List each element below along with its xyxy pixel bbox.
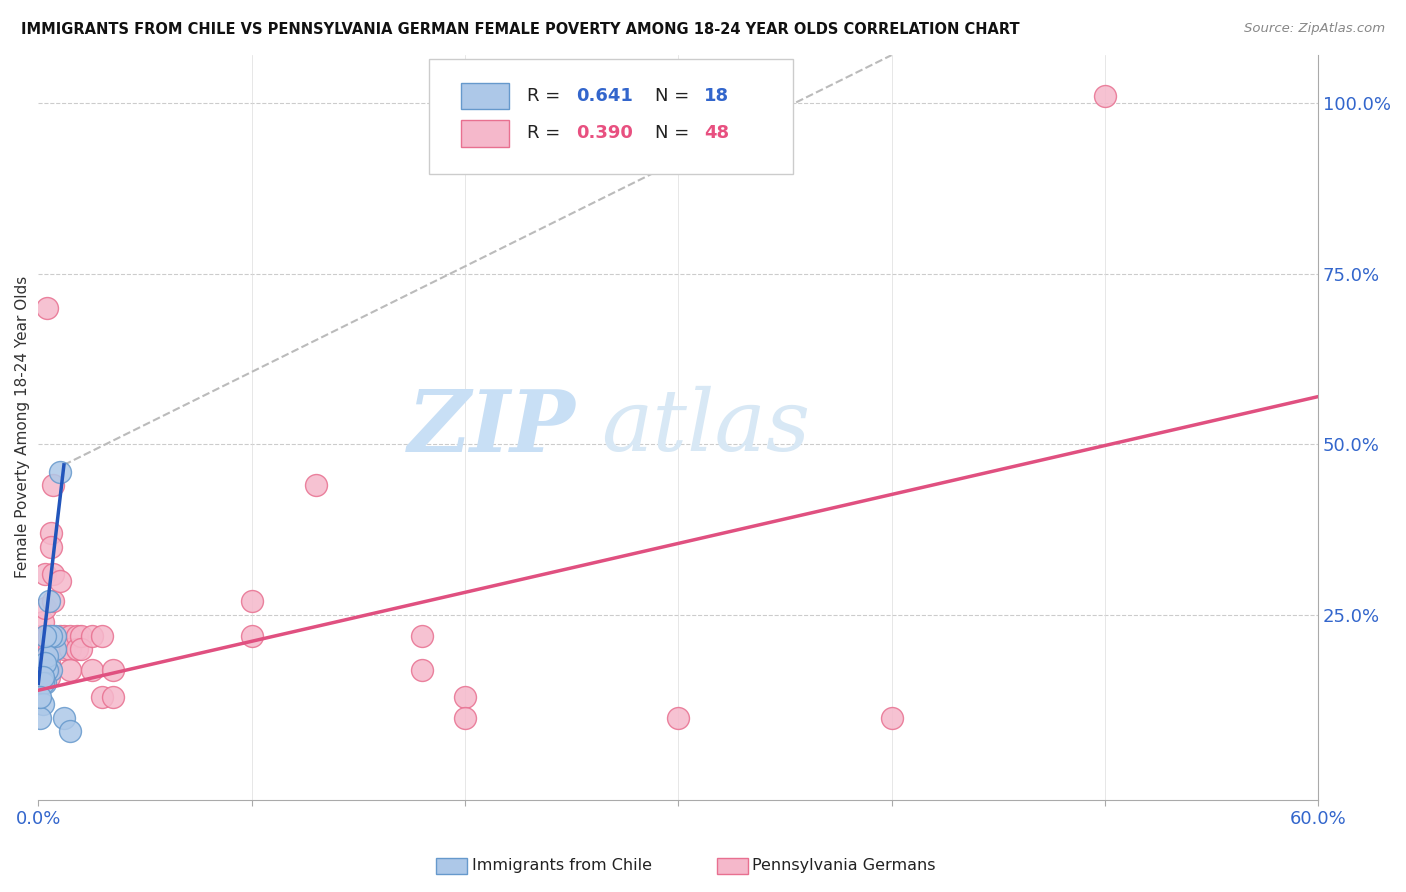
Point [48,574,70,588]
Point [39,540,62,554]
Text: IMMIGRANTS FROM CHILE VS PENNSYLVANIA GERMAN FEMALE POVERTY AMONG 18-24 YEAR OLD: IMMIGRANTS FROM CHILE VS PENNSYLVANIA GE… [21,22,1019,37]
Point [59,642,82,657]
Point [34,629,56,643]
Text: ZIP: ZIP [408,385,576,469]
Point [31,635,53,649]
Point [44,642,66,657]
Point [59,629,82,643]
Point [42,478,65,492]
Point [35,663,58,677]
Point [31,615,53,629]
Point [30,690,52,704]
Point [38,642,60,657]
Point [48,465,70,479]
Point [39,635,62,649]
Text: atlas: atlas [602,386,811,468]
Point [52,642,75,657]
FancyBboxPatch shape [429,59,793,174]
Point [59,663,82,677]
Point [38,656,60,670]
Y-axis label: Female Poverty Among 18-24 Year Olds: Female Poverty Among 18-24 Year Olds [15,277,30,578]
Text: R =: R = [527,87,567,105]
Point [35,642,58,657]
Point [30,710,52,724]
Point [454,690,477,704]
Point [30,629,52,643]
Point [44,629,66,643]
Text: 0.641: 0.641 [576,87,633,105]
Point [91,629,114,643]
Point [34,629,56,643]
Point [454,710,477,724]
Point [31,676,53,690]
Text: Source: ZipAtlas.com: Source: ZipAtlas.com [1244,22,1385,36]
Point [34,676,56,690]
Point [38,670,60,684]
Point [66,642,89,657]
Point [411,663,433,677]
Text: 48: 48 [704,124,728,143]
Point [35,663,58,677]
Text: 0.390: 0.390 [576,124,633,143]
Point [31,697,53,711]
Point [31,670,53,684]
Point [1094,89,1116,103]
Point [80,629,103,643]
Text: 18: 18 [704,87,728,105]
Point [42,567,65,582]
Text: R =: R = [527,124,567,143]
Bar [461,120,509,146]
Point [38,594,60,608]
Point [31,649,53,664]
Text: N =: N = [655,87,695,105]
Point [42,594,65,608]
Text: Immigrants from Chile: Immigrants from Chile [472,858,652,872]
Point [48,629,70,643]
Point [70,629,93,643]
Point [38,629,60,643]
Text: N =: N = [655,124,695,143]
Point [240,629,263,643]
Point [34,567,56,582]
Point [80,663,103,677]
Point [59,724,82,739]
Point [35,649,58,664]
Point [52,629,75,643]
Point [411,629,433,643]
Point [66,629,89,643]
Point [34,642,56,657]
Point [91,690,114,704]
Point [35,301,58,315]
Point [304,478,326,492]
Point [34,601,56,615]
Point [70,642,93,657]
Point [39,629,62,643]
Text: Pennsylvania Germans: Pennsylvania Germans [752,858,935,872]
Point [240,594,263,608]
Point [101,663,124,677]
Point [666,710,689,724]
Point [39,663,62,677]
Point [35,629,58,643]
Point [101,690,124,704]
Point [34,656,56,670]
Point [39,526,62,541]
Bar [461,83,509,110]
Point [34,649,56,664]
Point [880,710,903,724]
Point [52,710,75,724]
